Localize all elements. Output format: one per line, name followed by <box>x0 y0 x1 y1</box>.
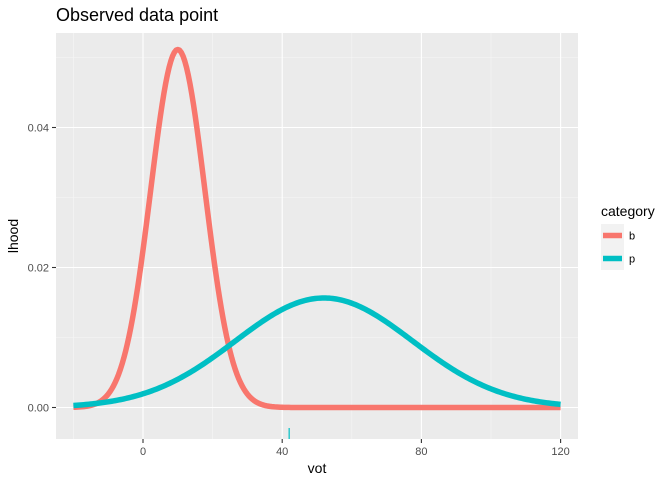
density-curves <box>72 46 562 411</box>
y-tick-label: 0.02 <box>28 263 49 275</box>
legend-label-b: b <box>629 231 635 243</box>
chart-title: Observed data point <box>56 5 218 25</box>
y-tick-label: 0.04 <box>28 123 49 135</box>
y-tick-label: 0.00 <box>28 403 49 415</box>
x-tick-label: 80 <box>415 446 427 458</box>
y-axis-title: lhood <box>5 219 21 253</box>
major-gridlines <box>56 33 578 439</box>
plot-panel <box>56 33 578 439</box>
x-axis-ticks: 0 40 80 120 <box>140 439 570 458</box>
y-axis-ticks: 0.00 0.02 0.04 <box>28 123 56 415</box>
legend-title: category <box>601 203 655 219</box>
legend-label-p: p <box>629 254 635 266</box>
series-line-b <box>72 46 562 411</box>
x-axis-title: vot <box>308 460 327 476</box>
x-tick-label: 0 <box>140 446 146 458</box>
x-tick-label: 120 <box>551 446 569 458</box>
x-tick-label: 40 <box>276 446 288 458</box>
legend: category bp <box>601 203 655 270</box>
series-line-p <box>72 295 562 409</box>
